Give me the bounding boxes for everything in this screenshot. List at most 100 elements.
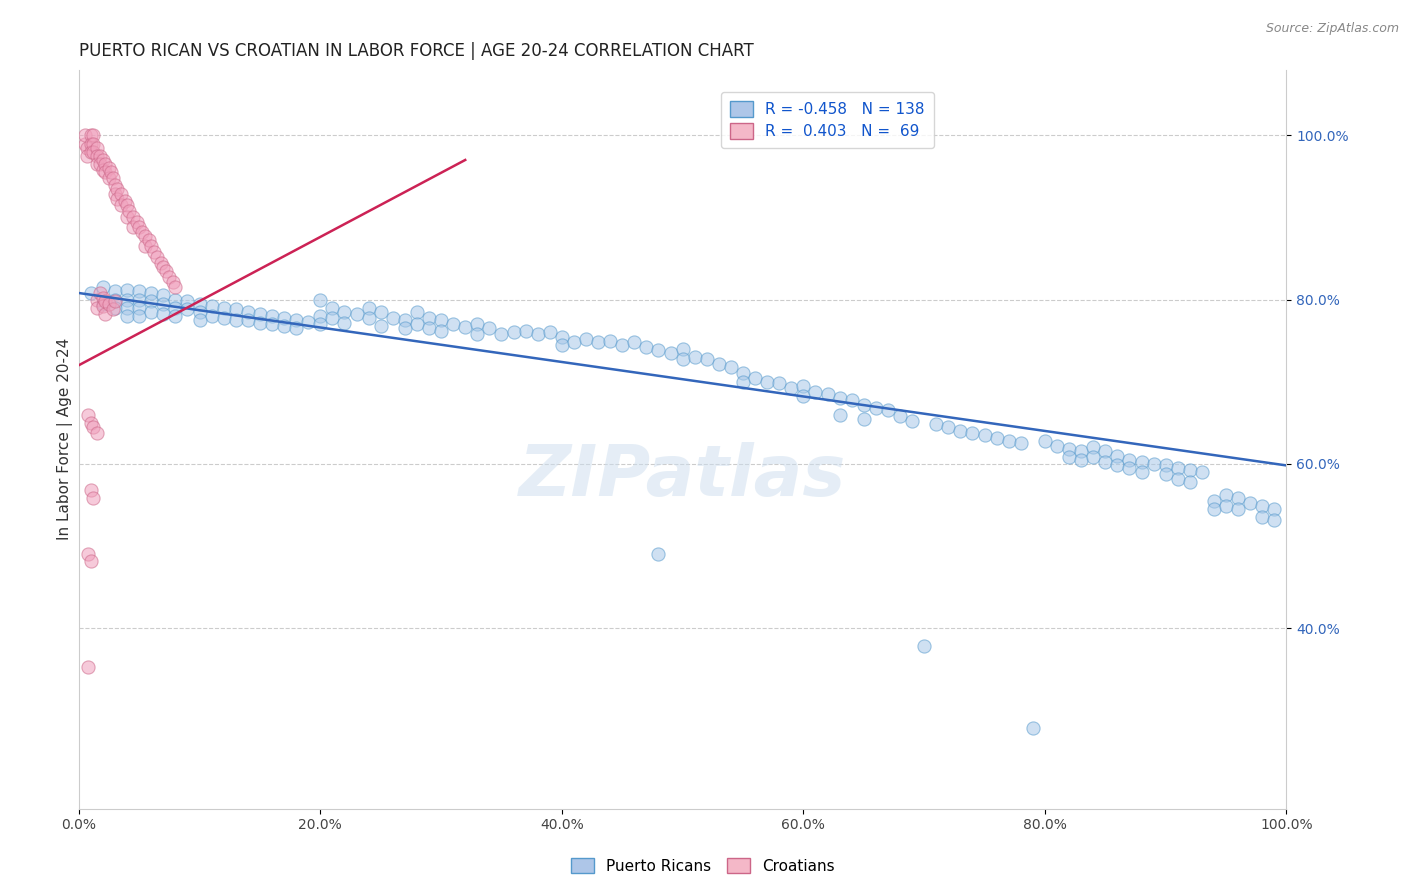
Point — [77, 660, 100, 674]
Point — [1070, 444, 1092, 458]
Point — [370, 318, 392, 333]
Point — [101, 302, 124, 317]
Point — [273, 318, 295, 333]
Point — [249, 316, 271, 330]
Point — [212, 310, 235, 325]
Point — [1142, 457, 1164, 471]
Point — [80, 554, 103, 568]
Point — [333, 316, 356, 330]
Point — [357, 310, 380, 325]
Point — [82, 420, 104, 434]
Point — [370, 305, 392, 319]
Point — [599, 334, 621, 348]
Point — [152, 288, 174, 302]
Point — [1107, 458, 1129, 473]
Point — [105, 182, 128, 196]
Point — [1215, 488, 1237, 502]
Point — [1202, 502, 1225, 516]
Point — [852, 398, 875, 412]
Point — [1033, 434, 1056, 448]
Point — [1178, 463, 1201, 477]
Point — [623, 335, 645, 350]
Point — [1263, 502, 1285, 516]
Point — [430, 324, 453, 338]
Point — [1130, 455, 1153, 469]
Point — [141, 305, 163, 319]
Point — [115, 301, 138, 315]
Point — [236, 313, 259, 327]
Point — [538, 326, 561, 340]
Point — [86, 301, 108, 315]
Point — [731, 367, 754, 381]
Point — [122, 220, 145, 235]
Point — [91, 291, 114, 305]
Point — [465, 327, 488, 342]
Point — [80, 128, 103, 143]
Point — [82, 128, 104, 143]
Point — [430, 313, 453, 327]
Point — [346, 307, 368, 321]
Point — [100, 165, 122, 179]
Point — [115, 283, 138, 297]
Point — [381, 310, 404, 325]
Point — [128, 220, 150, 235]
Point — [165, 293, 187, 307]
Point — [157, 269, 180, 284]
Point — [86, 157, 108, 171]
Point — [188, 296, 211, 310]
Point — [936, 420, 959, 434]
Point — [105, 193, 128, 207]
Point — [1070, 452, 1092, 467]
Point — [285, 321, 308, 335]
Point — [912, 639, 935, 653]
Point — [131, 225, 153, 239]
Point — [1178, 475, 1201, 489]
Point — [273, 310, 295, 325]
Point — [744, 370, 766, 384]
Point — [1057, 450, 1080, 465]
Point — [1083, 441, 1105, 455]
Point — [125, 214, 148, 228]
Point — [91, 162, 114, 177]
Point — [707, 357, 730, 371]
Point — [176, 294, 198, 309]
Point — [152, 260, 174, 274]
Point — [134, 239, 156, 253]
Point — [86, 425, 108, 440]
Point — [82, 491, 104, 506]
Point — [1130, 465, 1153, 479]
Point — [1167, 461, 1189, 475]
Point — [134, 228, 156, 243]
Point — [73, 136, 96, 151]
Point — [901, 414, 924, 428]
Point — [418, 310, 440, 325]
Point — [110, 198, 132, 212]
Point — [636, 340, 658, 354]
Point — [357, 301, 380, 315]
Point — [1010, 436, 1032, 450]
Point — [949, 424, 972, 438]
Point — [128, 309, 150, 323]
Point — [94, 165, 117, 179]
Point — [141, 294, 163, 309]
Text: Source: ZipAtlas.com: Source: ZipAtlas.com — [1265, 22, 1399, 36]
Point — [1251, 500, 1274, 514]
Point — [188, 305, 211, 319]
Point — [562, 335, 585, 350]
Y-axis label: In Labor Force | Age 20-24: In Labor Force | Age 20-24 — [58, 338, 73, 541]
Point — [647, 343, 669, 358]
Point — [1118, 461, 1140, 475]
Point — [200, 309, 222, 323]
Point — [91, 280, 114, 294]
Legend: R = -0.458   N = 138, R =  0.403   N =  69: R = -0.458 N = 138, R = 0.403 N = 69 — [721, 92, 934, 148]
Point — [526, 327, 548, 342]
Point — [1215, 500, 1237, 514]
Text: PUERTO RICAN VS CROATIAN IN LABOR FORCE | AGE 20-24 CORRELATION CHART: PUERTO RICAN VS CROATIAN IN LABOR FORCE … — [79, 42, 754, 60]
Point — [612, 337, 634, 351]
Point — [80, 416, 103, 430]
Point — [804, 384, 827, 399]
Point — [720, 359, 742, 374]
Point — [94, 157, 117, 171]
Point — [155, 264, 177, 278]
Point — [852, 411, 875, 425]
